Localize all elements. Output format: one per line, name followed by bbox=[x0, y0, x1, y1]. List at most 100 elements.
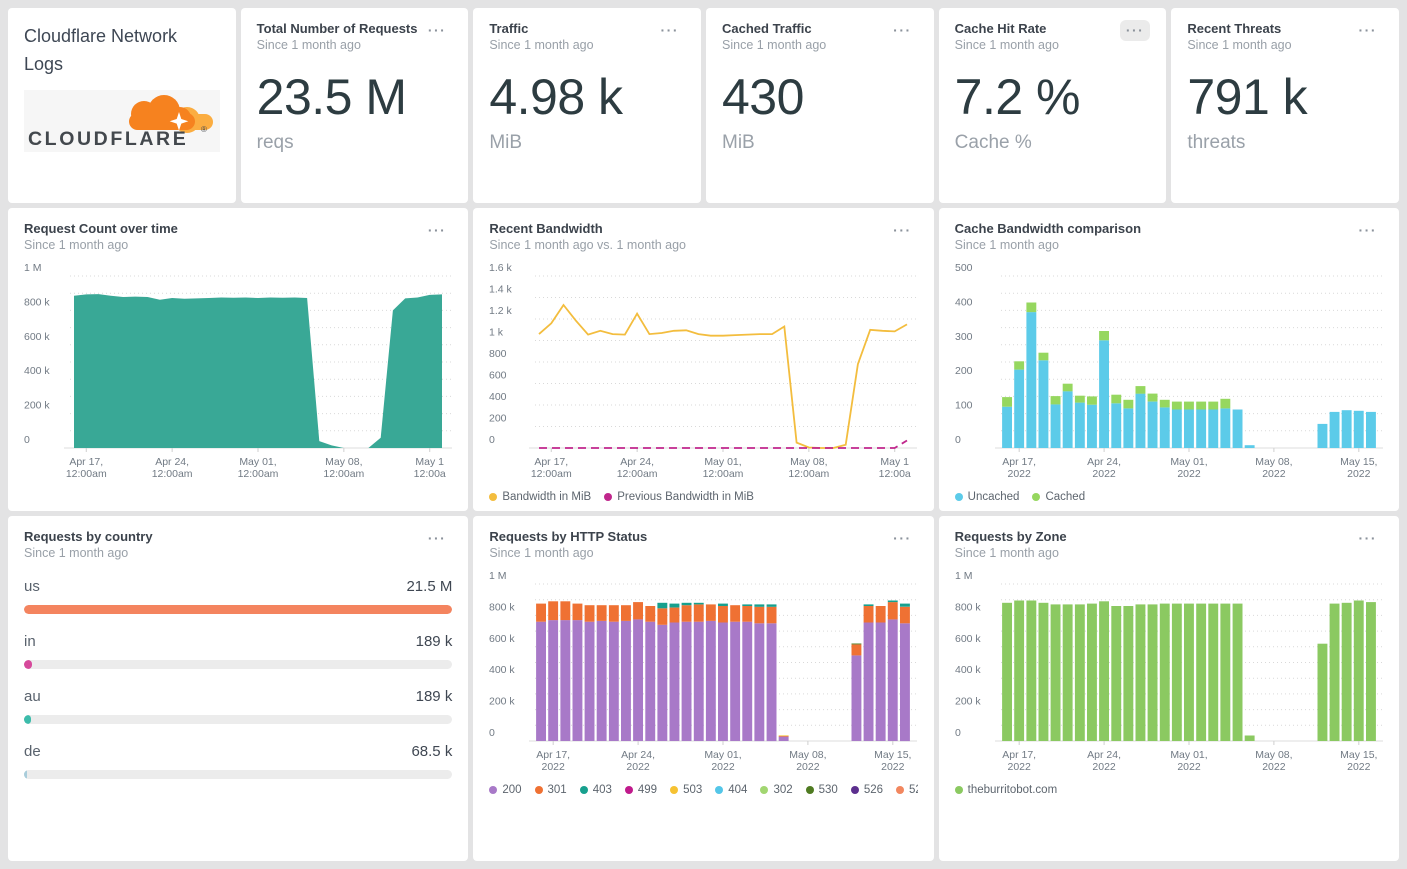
bar-segment bbox=[1329, 411, 1340, 448]
bar-segment bbox=[548, 601, 559, 621]
y-axis-label: 1 M bbox=[24, 262, 42, 274]
bar-segment bbox=[1001, 406, 1012, 448]
bar-segment bbox=[851, 644, 862, 656]
stat-value: 23.5 M bbox=[256, 69, 407, 125]
x-axis-label: 2022 bbox=[1177, 761, 1201, 773]
bar-segment bbox=[1110, 403, 1121, 448]
country-bar bbox=[24, 770, 27, 779]
bar-segment bbox=[1232, 409, 1243, 448]
panel-menu-button[interactable]: ··· bbox=[1358, 22, 1377, 38]
cloudflare-logo-svg: CLOUDFLARE ® bbox=[28, 95, 213, 149]
panel-title: Traffic bbox=[489, 21, 529, 36]
y-axis-label: 400 k bbox=[24, 365, 50, 377]
bar-segment bbox=[1353, 410, 1364, 448]
y-axis-label: 800 k bbox=[24, 296, 50, 308]
panel-requests-by-country: Requests by country Since 1 month ago ··… bbox=[8, 516, 469, 861]
x-axis-label: May 01, bbox=[1170, 749, 1207, 761]
bar-segment bbox=[730, 621, 741, 741]
request-count-chart: 1 M 800 k 600 k 400 k 200 k 0 Apr 17, 12:00am Ap… bbox=[24, 260, 452, 488]
legend-item: 524 bbox=[896, 784, 918, 796]
chart-legend: Bandwidth in MiB Previous Bandwidth in Mi… bbox=[489, 491, 917, 503]
panel-menu-button[interactable]: ··· bbox=[893, 22, 912, 38]
bar-segment bbox=[1123, 606, 1133, 741]
x-axis-label: 12:00am bbox=[617, 468, 658, 480]
bar-segment bbox=[1317, 643, 1328, 741]
x-axis-label: 12:00am bbox=[789, 468, 830, 480]
bar-segment bbox=[779, 735, 789, 736]
bar-segment bbox=[706, 604, 717, 621]
stat-value: 430 bbox=[722, 69, 804, 125]
panel-menu-button[interactable]: ··· bbox=[427, 222, 447, 238]
bar-segment bbox=[1074, 402, 1085, 448]
legend-dot-icon bbox=[954, 493, 963, 501]
x-axis-label: 2022 bbox=[1347, 761, 1371, 773]
panel-menu-button[interactable]: ··· bbox=[1119, 20, 1151, 41]
bar-segment bbox=[1062, 391, 1073, 448]
legend-dot-icon bbox=[760, 786, 769, 794]
y-axis-label: 0 bbox=[955, 434, 961, 446]
country-code: au bbox=[24, 688, 41, 705]
bar-segment bbox=[742, 604, 753, 606]
bar-segment bbox=[609, 621, 620, 741]
x-axis-label: May 08, bbox=[790, 749, 827, 761]
y-axis-label: 600 k bbox=[955, 633, 981, 645]
panel-menu-button[interactable]: ··· bbox=[427, 22, 447, 38]
bar-segment bbox=[1244, 735, 1255, 741]
bar-segment bbox=[863, 622, 874, 741]
y-axis-label: 800 k bbox=[489, 601, 515, 613]
legend-item: 503 bbox=[670, 784, 702, 796]
bar-segment bbox=[1013, 600, 1024, 741]
bar-segment bbox=[754, 623, 765, 742]
panel-menu-button[interactable]: ··· bbox=[1358, 222, 1377, 238]
legend-item: Cached bbox=[1032, 491, 1085, 503]
bar-segment bbox=[1159, 399, 1170, 408]
country-row: de 68.5 k bbox=[24, 743, 453, 779]
stats-row: Cloudflare Network Logs CLOUDFLARE ® bbox=[8, 8, 1399, 203]
bar-segment bbox=[1207, 401, 1218, 410]
bar-segment bbox=[1038, 360, 1049, 448]
panel-menu-button[interactable]: ··· bbox=[893, 222, 912, 238]
x-axis-label: 2022 bbox=[627, 761, 651, 773]
panel-menu-button[interactable]: ··· bbox=[1358, 530, 1377, 546]
bar-segment bbox=[888, 600, 899, 603]
bar-segment bbox=[1050, 604, 1061, 741]
country-bar-track bbox=[24, 660, 453, 669]
panel-subtitle: Since 1 month ago bbox=[954, 546, 1059, 560]
bar-segment bbox=[1123, 399, 1133, 409]
y-axis-label: 1.4 k bbox=[489, 284, 513, 296]
bar-segment bbox=[851, 655, 862, 741]
bar-segment bbox=[730, 605, 741, 622]
legend-dot-icon bbox=[489, 786, 498, 794]
panel-subtitle: Since 1 month ago bbox=[24, 238, 129, 252]
x-axis-label: May 08, bbox=[1255, 456, 1292, 468]
bar-segment bbox=[1013, 361, 1024, 370]
panel-subtitle: Since 1 month ago bbox=[954, 38, 1059, 52]
panel-title: Request Count over time bbox=[24, 221, 178, 236]
bar-segment bbox=[1183, 401, 1194, 410]
panel-menu-button[interactable]: ··· bbox=[660, 22, 679, 38]
bar-segment bbox=[1086, 404, 1097, 448]
panel-requests-by-zone: Requests by Zone Since 1 month ago ··· 1… bbox=[938, 516, 1399, 861]
panel-subtitle: Since 1 month ago bbox=[256, 38, 361, 52]
bar-segment bbox=[1098, 331, 1109, 341]
bar-segment bbox=[657, 624, 668, 741]
bar-segment bbox=[900, 623, 911, 742]
legend-item: Uncached bbox=[954, 491, 1019, 503]
panel-menu-button[interactable]: ··· bbox=[893, 530, 912, 546]
country-value: 68.5 k bbox=[411, 743, 453, 760]
bar-segment bbox=[1159, 603, 1170, 741]
panel-menu-button[interactable]: ··· bbox=[427, 530, 447, 546]
bar-segment bbox=[1098, 340, 1109, 448]
country-bar bbox=[24, 660, 33, 669]
country-code: in bbox=[24, 633, 36, 650]
panel-recent-bandwidth: Recent Bandwidth Since 1 month ago vs. 1… bbox=[473, 208, 934, 511]
bar-segment bbox=[560, 620, 571, 741]
legend-dot-icon bbox=[534, 786, 543, 794]
x-axis-label: Apr 17, bbox=[535, 456, 569, 468]
panel-request-count: Request Count over time Since 1 month ag… bbox=[8, 208, 469, 511]
sparkle-icon bbox=[169, 112, 189, 131]
bar-segment bbox=[1159, 407, 1170, 448]
bar-segment bbox=[584, 605, 595, 622]
